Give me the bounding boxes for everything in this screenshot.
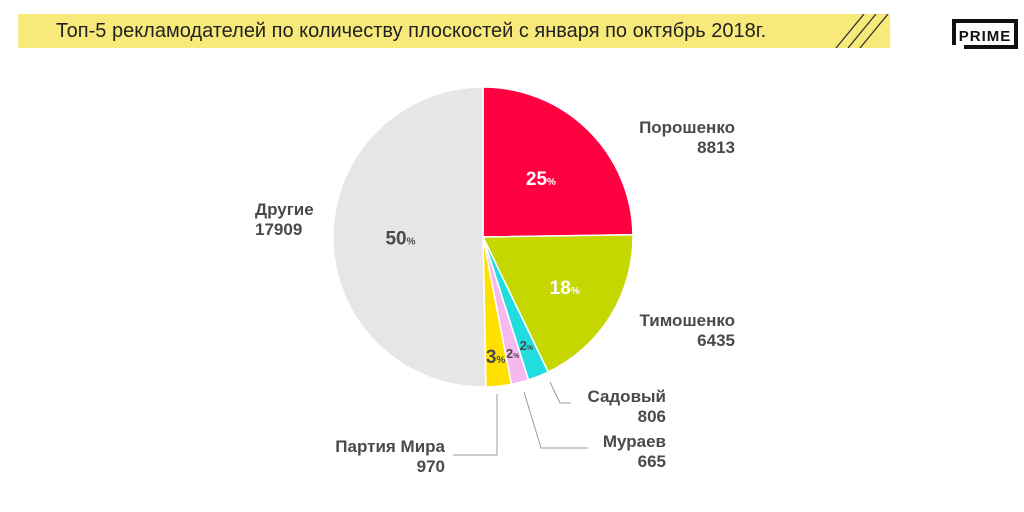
slice-3-percent-label: 2% (520, 338, 534, 353)
slice-5-value-label: 970 (417, 457, 445, 476)
title-bar: Топ-5 рекламодателей по количеству плоск… (18, 14, 890, 48)
slice-6-percent-label: 50% (385, 229, 415, 250)
slice-2-value-label: 6435 (697, 331, 735, 350)
slice-5-leader-line (453, 394, 498, 456)
slice-5-name-label: Партия Мира (335, 437, 445, 456)
title-stripes-decoration (835, 14, 889, 48)
logo-text: PRIME (958, 28, 1012, 45)
logo-corner-mark (952, 45, 964, 49)
prime-logo: PRIME (952, 19, 1018, 49)
slice-2-wedge (481, 233, 634, 374)
slice-1-wedge (482, 86, 634, 238)
slice-1-percent-label: 25% (526, 169, 556, 190)
slice-1-name-label: Порошенко (639, 118, 735, 137)
slice-6-value-label: 17909 (255, 220, 302, 239)
slice-4-name-label: Мураев (603, 432, 666, 451)
chart-title: Топ-5 рекламодателей по количеству плоск… (56, 20, 767, 42)
slice-6-name-label: Другие (255, 200, 314, 219)
slice-1-value-label: 8813 (697, 138, 735, 157)
slice-4-percent-label: 2% (506, 346, 520, 361)
slice-6-wedge (332, 86, 487, 388)
slice-2-percent-label: 18% (550, 278, 580, 299)
slice-4-leader-line (523, 391, 588, 449)
slice-2-name-label: Тимошенко (640, 311, 735, 330)
slice-4-value-label: 665 (638, 452, 666, 471)
slice-3-name-label: Садовый (587, 387, 666, 406)
slice-5-percent-label: 3% (486, 347, 506, 368)
slice-3-value-label: 806 (638, 407, 666, 426)
slice-3-leader-line (549, 381, 571, 404)
